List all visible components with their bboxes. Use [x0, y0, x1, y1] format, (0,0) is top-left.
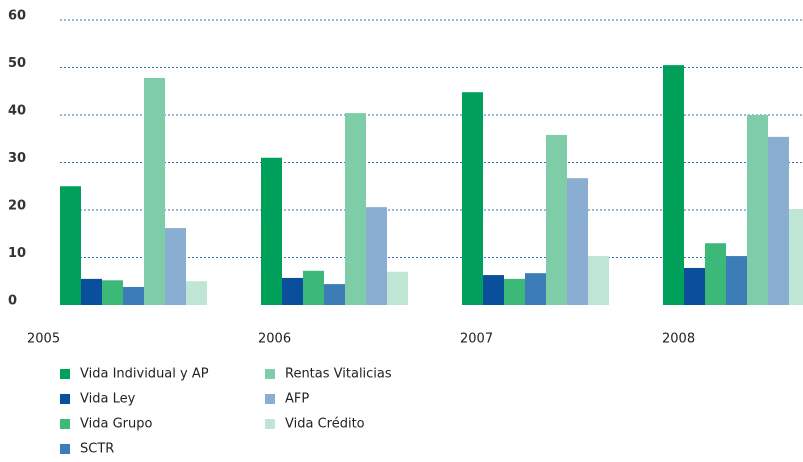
bar: [81, 278, 102, 305]
y-tick-label: 20: [8, 199, 26, 214]
bar: [462, 92, 483, 305]
legend-swatch: [60, 444, 70, 454]
bar: [123, 286, 144, 305]
legend-label: SCTR: [80, 442, 114, 457]
bar: [525, 273, 546, 305]
bar: [663, 65, 684, 305]
bar: [387, 271, 408, 305]
bar: [567, 178, 588, 305]
legend-swatch: [60, 369, 70, 379]
bar: [768, 136, 789, 305]
legend-swatch: [265, 419, 275, 429]
bar: [261, 157, 282, 305]
legend-swatch: [60, 419, 70, 429]
bar: [366, 207, 387, 305]
bar: [60, 186, 81, 305]
x-tick-label: 2006: [258, 332, 291, 347]
bar: [282, 277, 303, 305]
bar: [324, 284, 345, 305]
bar: [483, 275, 504, 305]
bar: [144, 77, 165, 305]
y-tick-label: 40: [8, 104, 26, 119]
bar: [726, 256, 747, 305]
bar: [102, 280, 123, 305]
bar: [546, 134, 567, 305]
bar: [705, 243, 726, 305]
y-tick-label: 50: [8, 56, 26, 71]
bar: [165, 228, 186, 305]
legend-label: Rentas Vitalicias: [285, 367, 392, 382]
bar: [789, 209, 803, 305]
legend-label: Vida Individual y AP: [80, 367, 209, 382]
x-tick-label: 2007: [460, 332, 493, 347]
legend-swatch: [265, 369, 275, 379]
bar: [303, 270, 324, 305]
y-tick-label: 30: [8, 151, 26, 166]
x-tick-label: 2005: [27, 332, 60, 347]
bar: [504, 278, 525, 305]
legend-label: Vida Crédito: [285, 417, 365, 432]
legend-label: AFP: [285, 392, 309, 407]
x-tick-label: 2008: [662, 332, 695, 347]
bar: [345, 113, 366, 305]
bar: [684, 267, 705, 305]
legend-swatch: [60, 394, 70, 404]
y-tick-label: 10: [8, 246, 26, 261]
bar: [186, 281, 207, 305]
bar: [588, 256, 609, 305]
legend-label: Vida Grupo: [80, 417, 152, 432]
y-tick-label: 0: [8, 294, 17, 309]
legend-label: Vida Ley: [80, 392, 136, 407]
legend-swatch: [265, 394, 275, 404]
y-tick-label: 60: [8, 9, 26, 24]
bar: [747, 115, 768, 305]
